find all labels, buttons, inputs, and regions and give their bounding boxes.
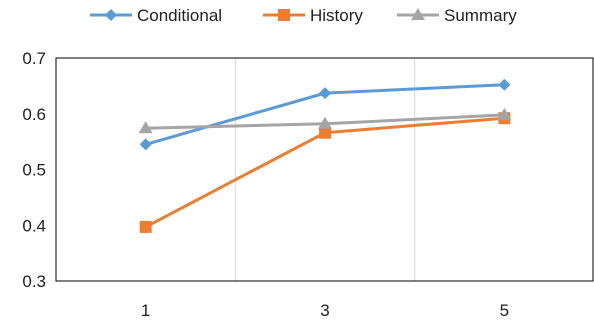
y-axis-ticks: 0.3 0.4 0.5 0.6 0.7 — [22, 49, 46, 291]
data-point-square — [278, 9, 290, 21]
y-tick-label: 0.6 — [22, 105, 46, 124]
data-point-diamond — [498, 78, 511, 91]
legend-label: Summary — [444, 6, 517, 25]
gridlines — [234, 58, 416, 281]
legend-label: History — [310, 6, 363, 25]
data-point-square — [319, 126, 331, 139]
x-axis-ticks: 1 3 5 — [141, 301, 509, 320]
legend-label: Conditional — [137, 6, 222, 25]
series-summary — [138, 107, 512, 134]
y-tick-label: 0.3 — [22, 272, 46, 291]
data-point-diamond — [319, 87, 331, 100]
data-point-square — [139, 220, 152, 233]
data-point-triangle — [411, 8, 425, 20]
y-tick-label: 0.4 — [22, 216, 46, 235]
plot-area-frame — [55, 57, 594, 282]
x-tick-label: 5 — [500, 301, 509, 320]
data-point-diamond — [139, 138, 152, 151]
legend-item-history: History — [263, 6, 363, 25]
x-tick-label: 1 — [141, 301, 150, 320]
data-point-triangle — [497, 107, 512, 120]
legend-item-conditional: Conditional — [90, 6, 222, 25]
x-tick-label: 3 — [320, 301, 329, 320]
series-layer — [138, 78, 512, 233]
y-tick-label: 0.7 — [22, 49, 46, 68]
series-conditional — [139, 78, 511, 151]
y-tick-label: 0.5 — [22, 161, 46, 180]
legend: Conditional History Summary — [90, 6, 517, 25]
data-point-diamond — [105, 9, 117, 21]
legend-item-summary: Summary — [397, 6, 517, 25]
data-point-triangle — [318, 116, 332, 129]
data-point-triangle — [138, 121, 153, 134]
